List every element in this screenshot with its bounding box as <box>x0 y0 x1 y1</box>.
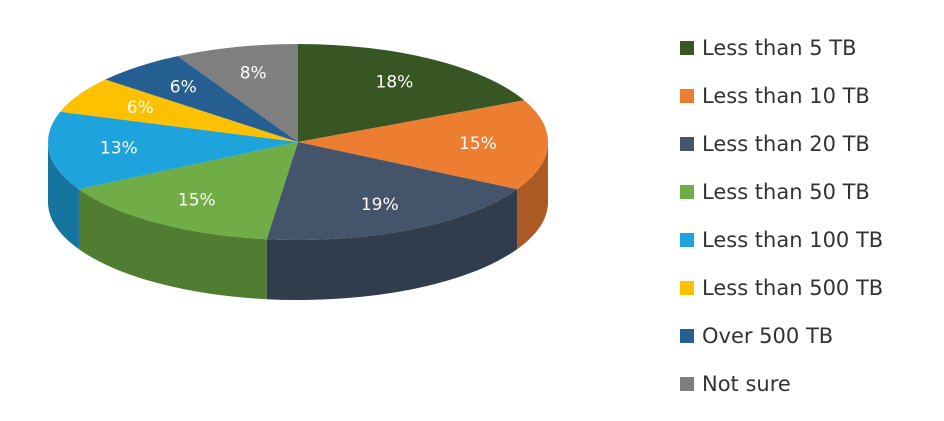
legend-swatch <box>680 281 694 295</box>
legend-label: Less than 5 TB <box>702 36 856 60</box>
data-label: 15% <box>178 190 216 210</box>
legend-swatch <box>680 41 694 55</box>
data-label: 8% <box>240 64 267 84</box>
slice-side <box>78 189 267 300</box>
legend-swatch <box>680 89 694 103</box>
legend-swatch <box>680 185 694 199</box>
slice <box>48 111 298 190</box>
slice <box>298 44 525 142</box>
data-label: 13% <box>100 139 138 159</box>
legend-label: Less than 50 TB <box>702 180 870 204</box>
legend-label: Less than 20 TB <box>702 132 870 156</box>
data-label: 15% <box>459 134 497 154</box>
legend-label: Less than 10 TB <box>702 84 870 108</box>
legend-label: Less than 100 TB <box>702 228 883 252</box>
slice <box>266 142 518 240</box>
data-label: 19% <box>361 195 399 215</box>
slice <box>60 79 298 142</box>
slice-side <box>266 189 518 300</box>
slice <box>105 56 298 142</box>
slice-side <box>517 142 548 250</box>
legend-swatch <box>680 377 694 391</box>
legend-label: Less than 500 TB <box>702 276 883 300</box>
legend-swatch <box>680 137 694 151</box>
slice <box>298 100 548 190</box>
legend-label: Not sure <box>702 372 791 396</box>
legend-swatch <box>680 329 694 343</box>
slice-side <box>48 142 79 250</box>
data-label: 6% <box>127 98 154 118</box>
legend-label: Over 500 TB <box>702 324 833 348</box>
data-label: 18% <box>376 72 414 92</box>
slice <box>78 142 298 240</box>
slice <box>177 44 298 142</box>
legend-swatch <box>680 233 694 247</box>
data-label: 6% <box>170 78 197 98</box>
